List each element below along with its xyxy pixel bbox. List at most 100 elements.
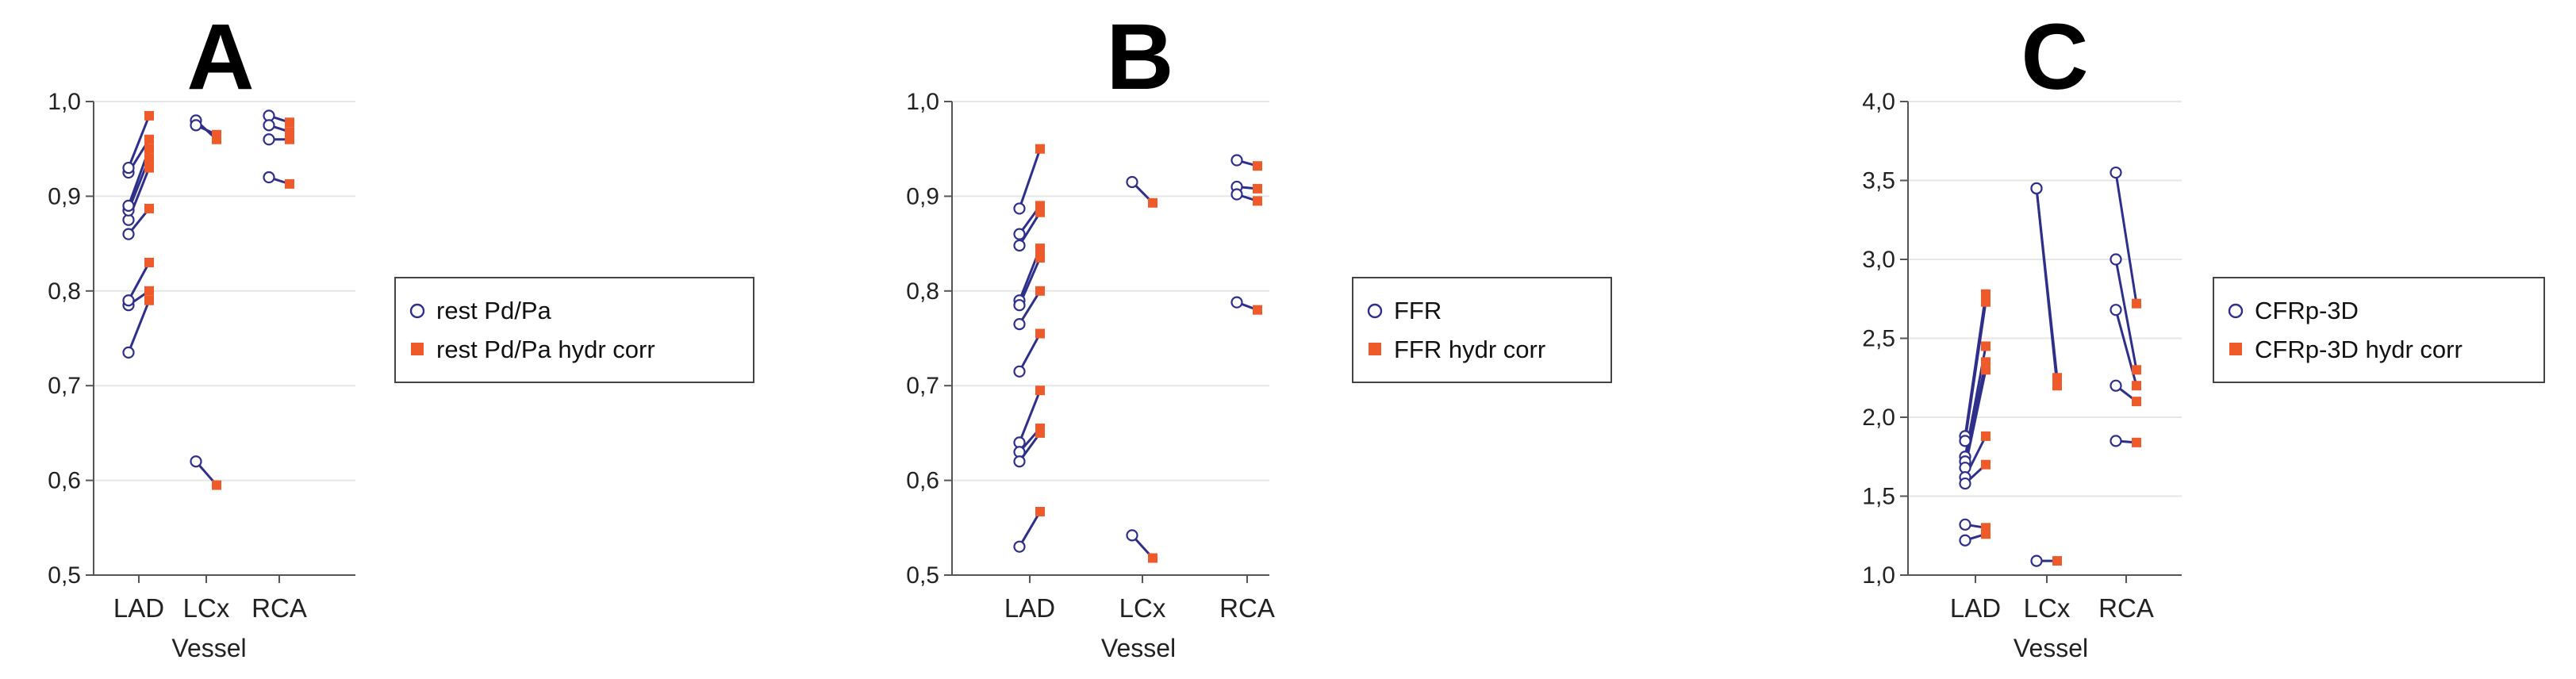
chart-panel-c: 1,0 1,5 2,0 2,5 3,0 3,5 4,0 LAD LCx RCA Vessel C CFR… bbox=[1862, 5, 2545, 662]
before-point bbox=[263, 171, 275, 184]
after-point bbox=[144, 286, 154, 296]
before-point bbox=[2030, 554, 2043, 567]
legend-label-before: CFRp-3D bbox=[2255, 297, 2359, 324]
after-point bbox=[1035, 386, 1045, 396]
after-point bbox=[1981, 431, 1991, 441]
y-tick-label: 0,6 bbox=[906, 468, 939, 494]
after-point bbox=[1253, 196, 1262, 206]
legend-marker-after bbox=[1369, 343, 1381, 355]
before-point bbox=[1013, 317, 1026, 331]
legend-marker-after bbox=[2229, 343, 2242, 355]
legend-box bbox=[1352, 277, 1612, 383]
before-point bbox=[122, 161, 135, 175]
before-point bbox=[2110, 166, 2122, 179]
before-point bbox=[2110, 379, 2122, 392]
after-point bbox=[2132, 298, 2141, 309]
after-point bbox=[1981, 365, 1991, 375]
y-tick-label: 0,5 bbox=[906, 562, 939, 589]
legend-label-after: rest Pd/Pa hydr corr bbox=[436, 336, 655, 363]
pair-connector bbox=[127, 115, 151, 169]
after-point bbox=[2052, 373, 2062, 383]
panel-letter: A bbox=[186, 5, 254, 109]
pair-connector bbox=[2114, 172, 2138, 304]
before-point bbox=[1959, 477, 1971, 490]
before-point bbox=[1959, 435, 1971, 447]
x-tick-label-rca: RCA bbox=[251, 593, 307, 623]
pair-connector bbox=[127, 300, 151, 353]
before-point bbox=[1013, 540, 1026, 553]
x-tick-label-lad: LAD bbox=[1950, 593, 2001, 623]
after-point bbox=[1035, 244, 1045, 254]
pair-connector bbox=[1018, 511, 1042, 547]
after-point bbox=[144, 153, 154, 163]
after-point bbox=[285, 117, 294, 128]
x-tick-label-lad: LAD bbox=[1004, 593, 1055, 623]
before-point bbox=[263, 119, 275, 132]
before-point bbox=[1013, 239, 1026, 252]
before-point bbox=[1126, 529, 1138, 542]
after-point bbox=[2132, 365, 2141, 375]
before-point bbox=[1230, 154, 1243, 167]
after-point bbox=[1148, 553, 1157, 563]
after-point bbox=[2052, 381, 2062, 391]
before-point bbox=[263, 133, 275, 146]
legend-label-before: FFR bbox=[1394, 297, 1442, 324]
after-point bbox=[1035, 507, 1045, 517]
y-tick-label: 4,0 bbox=[1862, 89, 1895, 115]
after-point bbox=[1148, 198, 1157, 208]
legend-box bbox=[394, 277, 754, 383]
before-point bbox=[1013, 365, 1026, 378]
pair-connector bbox=[1018, 211, 1042, 247]
before-point bbox=[1013, 299, 1026, 312]
pair-connector bbox=[1964, 301, 1987, 442]
y-tick-label: 2,5 bbox=[1862, 326, 1895, 352]
before-point bbox=[122, 228, 135, 240]
before-point bbox=[2110, 253, 2122, 266]
y-tick-label: 0,9 bbox=[48, 183, 81, 209]
legend-marker-before bbox=[409, 303, 425, 319]
legend: rest Pd/Pa rest Pd/Pa hydr corr bbox=[394, 277, 754, 383]
after-point bbox=[285, 178, 294, 189]
x-tick-label-rca: RCA bbox=[2098, 593, 2154, 623]
after-point bbox=[1981, 341, 1991, 351]
x-tick-label-lad: LAD bbox=[113, 593, 164, 623]
legend: CFRp-3D CFRp-3D hydr corr bbox=[2213, 277, 2545, 383]
after-point bbox=[285, 134, 294, 144]
legend-marker-after bbox=[411, 343, 424, 355]
after-point bbox=[2132, 397, 2141, 407]
after-point bbox=[1035, 144, 1045, 154]
after-point bbox=[2132, 381, 2141, 391]
y-tick-label: 3,0 bbox=[1862, 247, 1895, 273]
before-point bbox=[1013, 202, 1026, 215]
x-tick-label-lcx: LCx bbox=[1119, 593, 1166, 623]
y-tick-label: 0,8 bbox=[48, 278, 81, 305]
before-point bbox=[1126, 175, 1138, 189]
legend-box bbox=[2213, 277, 2545, 383]
y-tick-label: 0,8 bbox=[906, 278, 939, 305]
before-point bbox=[2110, 304, 2122, 316]
after-point bbox=[1035, 328, 1045, 339]
y-tick-label: 3,5 bbox=[1862, 168, 1895, 194]
after-point bbox=[1981, 297, 1991, 307]
legend: FFR FFR hydr corr bbox=[1352, 277, 1612, 383]
y-tick-label: 1,0 bbox=[48, 89, 81, 115]
before-point bbox=[122, 199, 135, 212]
after-point bbox=[144, 144, 154, 154]
y-tick-label: 0,5 bbox=[48, 562, 81, 589]
before-point bbox=[1013, 455, 1026, 468]
after-point bbox=[1981, 289, 1991, 299]
x-tick-label-rca: RCA bbox=[1219, 593, 1275, 623]
y-tick-label: 0,6 bbox=[48, 468, 81, 494]
y-tick-label: 1,5 bbox=[1862, 484, 1895, 510]
after-point bbox=[144, 163, 154, 173]
after-point bbox=[1981, 357, 1991, 367]
x-axis-title: Vessel bbox=[2014, 634, 2088, 662]
after-point bbox=[1035, 253, 1045, 263]
after-point bbox=[144, 110, 154, 121]
after-point bbox=[144, 257, 154, 267]
pair-connector bbox=[2035, 188, 2059, 386]
pair-connector bbox=[1964, 369, 1987, 468]
after-point bbox=[144, 295, 154, 305]
